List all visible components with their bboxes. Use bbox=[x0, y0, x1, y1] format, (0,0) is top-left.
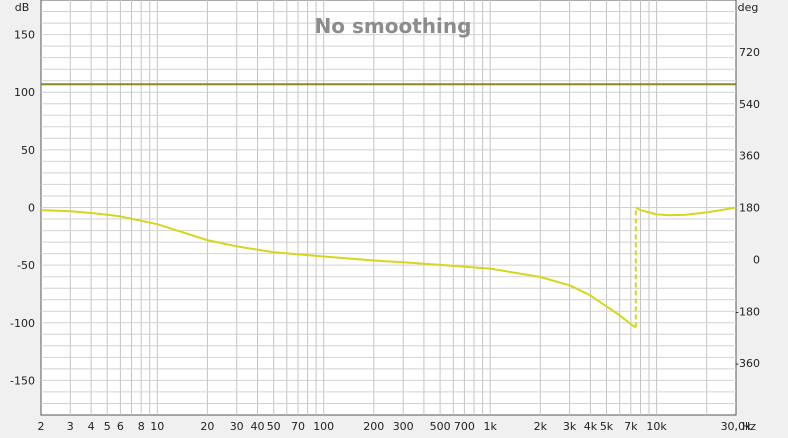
x-tick-label: 200 bbox=[363, 420, 384, 433]
x-tick-label: 3k bbox=[563, 420, 577, 433]
right-y-tick-label: -360 bbox=[735, 357, 760, 370]
phase-line bbox=[40, 209, 637, 329]
x-tick-label: 50 bbox=[267, 420, 281, 433]
grid bbox=[41, 0, 736, 415]
left-y-tick-label: 50 bbox=[21, 144, 35, 157]
left-y-tick-label: -100 bbox=[10, 317, 35, 330]
x-tick-label: 2k bbox=[534, 420, 548, 433]
right-y-tick-label: 720 bbox=[739, 46, 760, 59]
right-y-tick-label: 0 bbox=[753, 253, 760, 266]
left-y-tick-label: -150 bbox=[10, 374, 35, 387]
x-tick-label: 3 bbox=[67, 420, 74, 433]
x-unit-label: Hz bbox=[742, 420, 756, 433]
left-unit-label: dB bbox=[15, 1, 30, 14]
x-tick-label: 500 bbox=[430, 420, 451, 433]
x-tick-label: 10k bbox=[646, 420, 667, 433]
right-y-tick-label: 360 bbox=[739, 150, 760, 163]
x-tick-label: 700 bbox=[454, 420, 475, 433]
x-tick-label: 300 bbox=[393, 420, 414, 433]
x-tick-label: 4 bbox=[88, 420, 95, 433]
x-tick-label: 5 bbox=[104, 420, 111, 433]
x-tick-label: 40 bbox=[251, 420, 265, 433]
x-tick-label: 2 bbox=[38, 420, 45, 433]
x-tick-label: 20 bbox=[200, 420, 214, 433]
phase-line bbox=[635, 206, 737, 217]
right-y-tick-label: 540 bbox=[739, 98, 760, 111]
series-layer bbox=[40, 83, 737, 329]
x-tick-label: 10 bbox=[150, 420, 164, 433]
x-tick-label: 30 bbox=[230, 420, 244, 433]
right-y-tick-label: 180 bbox=[739, 202, 760, 215]
x-tick-label: 4k bbox=[584, 420, 598, 433]
left-y-tick-label: 100 bbox=[14, 86, 35, 99]
ticks-layer: 2 3 4 5 6 8 10 20 30 40 50 70 100 200 300 500 700 1k 2k 3k 4… bbox=[10, 29, 760, 433]
x-tick-label: 100 bbox=[313, 420, 334, 433]
left-y-tick-label: 150 bbox=[14, 29, 35, 42]
left-y-tick-label: -50 bbox=[17, 259, 35, 272]
x-tick-label: 6 bbox=[117, 420, 124, 433]
x-tick-label: 30,0k bbox=[721, 420, 752, 433]
x-tick-label: 1k bbox=[484, 420, 498, 433]
chart-title: No smoothing bbox=[315, 14, 472, 38]
x-tick-label: 7k bbox=[624, 420, 638, 433]
left-y-tick-label: 0 bbox=[28, 202, 35, 215]
x-tick-label: 70 bbox=[291, 420, 305, 433]
right-unit-label: deg bbox=[738, 1, 759, 14]
right-y-tick-label: -180 bbox=[735, 305, 760, 318]
x-tick-label: 5k bbox=[600, 420, 614, 433]
x-tick-label: 8 bbox=[138, 420, 145, 433]
